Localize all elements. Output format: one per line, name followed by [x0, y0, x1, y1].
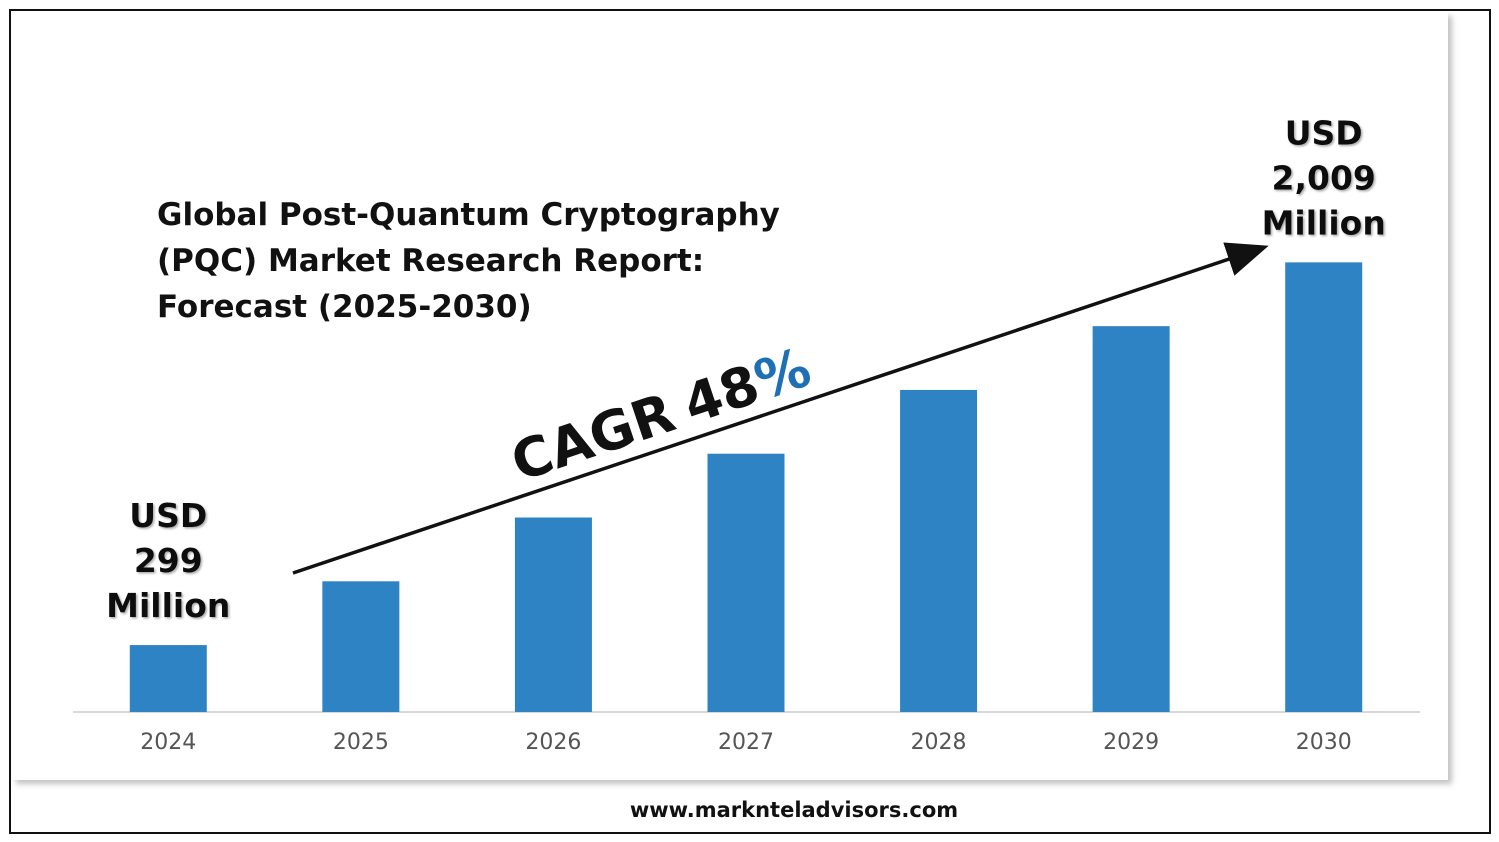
chart-title: Global Post-Quantum Cryptography (PQC) M… — [157, 197, 780, 325]
arrow — [292, 242, 1269, 575]
bar — [900, 389, 978, 712]
x-tick-label: 2030 — [1296, 730, 1352, 755]
bar — [514, 517, 592, 712]
value-label: USD 2,009 Million — [1262, 113, 1386, 242]
value-label: USD 299 Million — [106, 496, 230, 625]
bar — [707, 453, 785, 712]
x-tick-label: 2027 — [718, 730, 774, 755]
x-tick-label: 2025 — [333, 730, 389, 755]
bar — [129, 645, 207, 712]
x-tick-label: 2026 — [525, 730, 581, 755]
x-tick-label: 2028 — [911, 730, 967, 755]
bar — [1285, 262, 1363, 712]
x-tick-label: 2024 — [140, 730, 196, 755]
source: www.marknteladvisors.com — [630, 798, 958, 822]
x-tick-label: 2029 — [1103, 730, 1159, 755]
bar — [322, 581, 400, 712]
bar — [1092, 326, 1170, 712]
